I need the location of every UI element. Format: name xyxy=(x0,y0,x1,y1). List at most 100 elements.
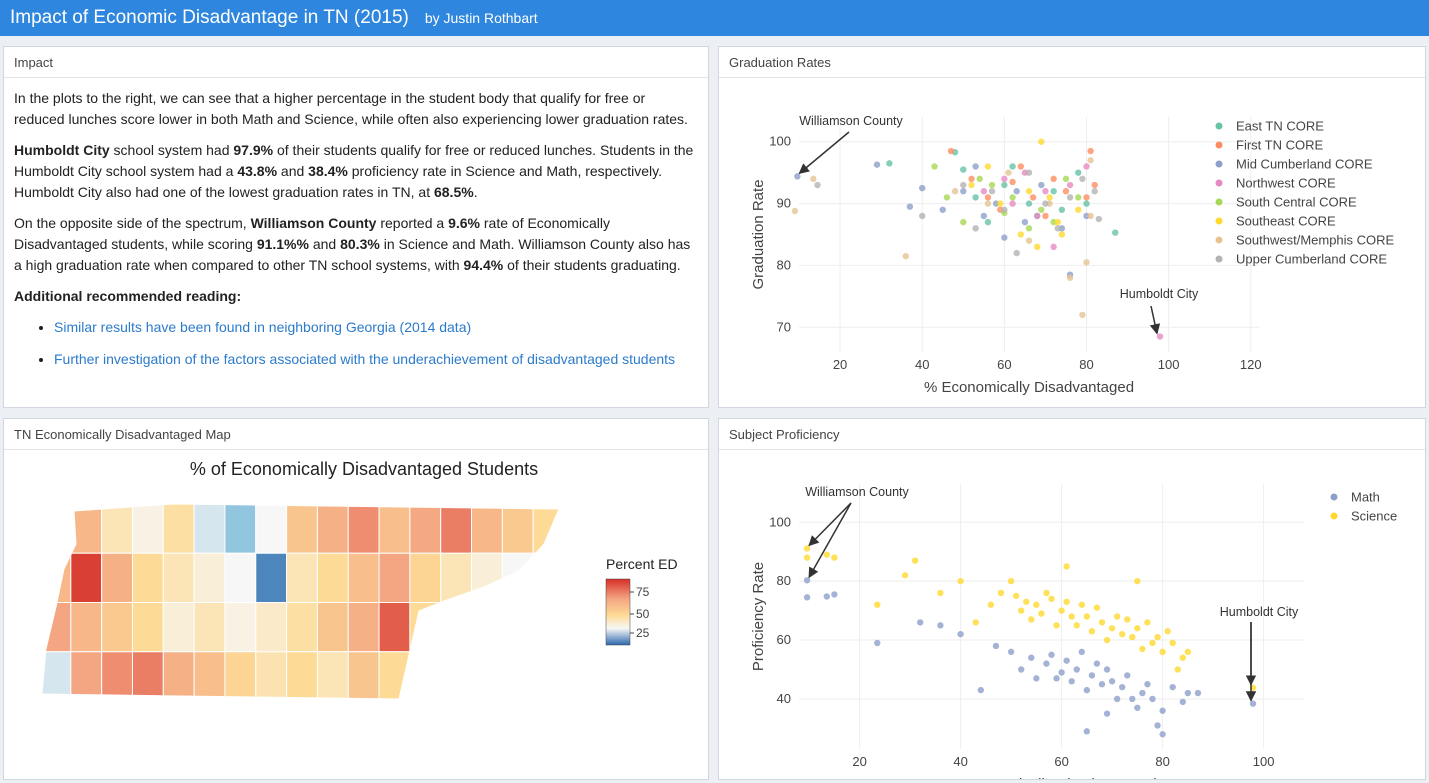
data-point[interactable] xyxy=(1042,212,1049,220)
data-point[interactable] xyxy=(1028,654,1035,661)
data-point[interactable] xyxy=(911,557,919,564)
data-point[interactable] xyxy=(1134,704,1141,711)
data-point[interactable] xyxy=(1119,630,1126,638)
data-point[interactable] xyxy=(1038,181,1045,189)
data-point[interactable] xyxy=(988,188,996,195)
data-point[interactable] xyxy=(1021,218,1029,226)
data-point[interactable] xyxy=(1087,157,1094,164)
data-point[interactable] xyxy=(1149,639,1156,647)
data-point[interactable] xyxy=(1075,206,1082,213)
county-region[interactable] xyxy=(193,552,226,603)
data-point[interactable] xyxy=(972,163,979,170)
data-point[interactable] xyxy=(972,225,979,232)
county-region[interactable] xyxy=(131,651,164,701)
data-point[interactable] xyxy=(1058,669,1065,676)
data-point[interactable] xyxy=(980,188,988,195)
county-region[interactable] xyxy=(378,602,411,653)
county-region[interactable] xyxy=(532,552,564,603)
data-point[interactable] xyxy=(968,181,975,189)
county-region[interactable] xyxy=(70,552,103,603)
legend-marker[interactable] xyxy=(1215,255,1223,263)
data-point[interactable] xyxy=(1001,234,1008,241)
data-point[interactable] xyxy=(951,188,959,195)
data-point[interactable] xyxy=(1079,311,1086,319)
data-point[interactable] xyxy=(1043,589,1050,597)
data-point[interactable] xyxy=(1139,645,1146,653)
data-point[interactable] xyxy=(1068,613,1075,620)
data-point[interactable] xyxy=(939,206,946,213)
data-point[interactable] xyxy=(1053,675,1060,682)
data-point[interactable] xyxy=(1068,678,1075,685)
data-point[interactable] xyxy=(1038,206,1045,213)
tn-choropleth-map[interactable]: % of Economically Disadvantaged Students… xyxy=(4,449,708,779)
data-point[interactable] xyxy=(1034,243,1041,251)
data-point[interactable] xyxy=(984,218,992,226)
county-region[interactable] xyxy=(162,602,195,653)
data-point[interactable] xyxy=(1098,681,1106,688)
link-underachievement-study[interactable]: Further investigation of the factors ass… xyxy=(54,351,676,367)
county-region[interactable] xyxy=(409,504,442,554)
data-point[interactable] xyxy=(1023,598,1030,605)
legend-marker[interactable] xyxy=(1215,236,1223,244)
county-region[interactable] xyxy=(255,552,288,603)
data-point[interactable] xyxy=(901,572,909,579)
data-point[interactable] xyxy=(823,593,830,600)
data-point[interactable] xyxy=(1033,675,1040,682)
data-point[interactable] xyxy=(1103,666,1111,673)
data-point[interactable] xyxy=(977,686,984,694)
data-point[interactable] xyxy=(1050,188,1057,195)
legend-marker[interactable] xyxy=(1330,512,1338,520)
data-point[interactable] xyxy=(1054,225,1061,232)
data-point[interactable] xyxy=(1124,672,1131,679)
data-point[interactable] xyxy=(1038,610,1045,617)
county-region[interactable] xyxy=(70,651,103,701)
county-region[interactable] xyxy=(286,552,318,603)
county-region[interactable] xyxy=(286,651,318,701)
data-point[interactable] xyxy=(1174,666,1181,673)
county-region[interactable] xyxy=(162,504,195,554)
data-point[interactable] xyxy=(1179,698,1186,706)
county-region[interactable] xyxy=(316,504,349,554)
county-region[interactable] xyxy=(347,651,380,701)
data-point[interactable] xyxy=(1073,622,1080,629)
county-region[interactable] xyxy=(532,602,564,653)
data-point[interactable] xyxy=(1018,607,1025,614)
data-point[interactable] xyxy=(1087,147,1094,155)
legend-marker[interactable] xyxy=(1215,141,1223,149)
data-point[interactable] xyxy=(1066,181,1074,189)
county-region[interactable] xyxy=(162,651,195,701)
data-point[interactable] xyxy=(1050,175,1057,183)
data-point[interactable] xyxy=(873,161,881,168)
county-region[interactable] xyxy=(347,602,380,653)
data-point[interactable] xyxy=(984,163,992,170)
data-point[interactable] xyxy=(1009,178,1016,186)
data-point[interactable] xyxy=(1088,628,1096,635)
data-point[interactable] xyxy=(874,601,881,608)
data-point[interactable] xyxy=(1103,710,1111,717)
data-point[interactable] xyxy=(919,212,926,220)
data-point[interactable] xyxy=(1184,648,1192,656)
data-point[interactable] xyxy=(1093,604,1101,611)
data-point[interactable] xyxy=(803,554,811,561)
data-point[interactable] xyxy=(1062,175,1070,183)
data-point[interactable] xyxy=(1048,595,1055,603)
data-point[interactable] xyxy=(1129,633,1136,641)
data-point[interactable] xyxy=(831,591,838,598)
data-point[interactable] xyxy=(960,218,967,226)
county-region[interactable] xyxy=(286,602,318,653)
county-region[interactable] xyxy=(347,504,380,554)
data-point[interactable] xyxy=(1025,225,1033,232)
county-region[interactable] xyxy=(286,504,318,554)
data-point[interactable] xyxy=(1073,666,1080,673)
data-point[interactable] xyxy=(1095,215,1103,223)
county-region[interactable] xyxy=(440,504,473,554)
data-point[interactable] xyxy=(957,630,964,638)
data-point[interactable] xyxy=(980,212,988,220)
data-point[interactable] xyxy=(1028,616,1035,623)
county-region[interactable] xyxy=(501,504,534,554)
data-point[interactable] xyxy=(976,175,983,183)
data-point[interactable] xyxy=(1012,592,1020,600)
data-point[interactable] xyxy=(937,589,944,597)
data-point[interactable] xyxy=(1046,194,1053,201)
data-point[interactable] xyxy=(1050,243,1057,251)
